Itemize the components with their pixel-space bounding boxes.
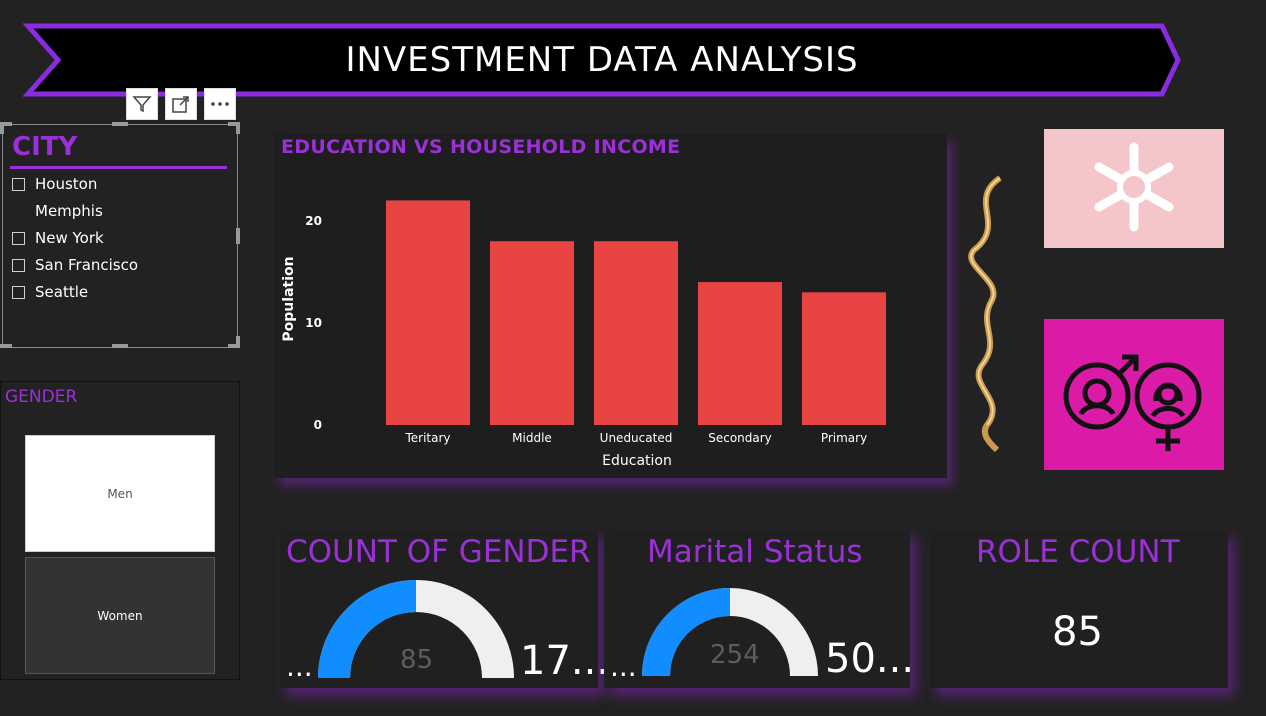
marital-status-max: 50... [825, 636, 915, 682]
count-of-gender-value: 85 [400, 645, 434, 675]
gender-symbols-image [1044, 319, 1224, 470]
y-tick-label: 20 [305, 214, 322, 228]
resize-handle[interactable] [236, 336, 240, 348]
resize-handle[interactable] [0, 122, 12, 126]
focus-mode-button[interactable] [165, 88, 197, 120]
resize-handle[interactable] [236, 122, 240, 134]
bar-chart-plot: Teritary Middle Uneducated Secondary Primary… [281, 200, 886, 469]
more-options-button[interactable] [204, 88, 236, 120]
header-banner: INVESTMENT DATA ANALYSIS [22, 22, 1182, 98]
resize-handle[interactable] [0, 344, 12, 348]
marital-status-value: 254 [710, 640, 760, 670]
x-axis-label: Education [602, 453, 672, 469]
gold-ribbon-image [968, 175, 1002, 452]
city-item-seattle[interactable]: Seattle [12, 281, 88, 303]
checkbox[interactable] [12, 205, 25, 218]
role-count-value: 85 [1052, 609, 1103, 655]
gender-option-label: Women [97, 608, 143, 623]
gender-option-women[interactable]: Women [25, 557, 215, 674]
checkbox[interactable] [12, 258, 25, 272]
bar-secondary[interactable] [698, 282, 782, 425]
city-label: New York [35, 229, 104, 247]
checkbox[interactable] [12, 231, 25, 245]
gender-option-label: Men [107, 486, 133, 501]
page-title: INVESTMENT DATA ANALYSIS [345, 40, 859, 80]
city-label: Seattle [35, 283, 89, 301]
x-tick-label: Teritary [404, 431, 450, 445]
y-tick-label: 10 [305, 316, 322, 330]
x-tick-label: Primary [821, 431, 867, 445]
role-count-card [930, 530, 1228, 688]
marital-status-gauge [642, 588, 818, 676]
filter-button[interactable] [126, 88, 158, 120]
resize-handle[interactable] [0, 122, 4, 134]
more-options-icon [211, 102, 229, 106]
checkbox[interactable] [12, 285, 25, 299]
city-label: Memphis [35, 202, 103, 220]
marital-status-title: Marital Status [647, 534, 863, 570]
resize-handle[interactable] [112, 122, 128, 126]
focus-mode-icon [172, 96, 189, 113]
city-label: San Francisco [35, 256, 139, 274]
bar-middle[interactable] [490, 241, 574, 425]
bar-uneducated[interactable] [594, 241, 678, 425]
gender-slicer-title: GENDER [5, 387, 78, 407]
marital-status-min: ... [610, 650, 637, 683]
y-tick-label: 0 [314, 418, 322, 432]
resize-handle[interactable] [112, 344, 128, 348]
city-item-memphis[interactable]: Memphis [12, 200, 103, 222]
bar-primary[interactable] [802, 292, 886, 425]
resize-handle[interactable] [228, 122, 240, 126]
count-of-gender-max: 17... [520, 638, 610, 684]
gender-option-men[interactable]: Men [25, 435, 215, 552]
resize-handle[interactable] [236, 228, 240, 244]
snowflake-icon [1094, 142, 1174, 232]
city-item-san-francisco[interactable]: San Francisco [12, 254, 138, 276]
filter-icon [132, 96, 152, 113]
banner-arrow-shape [22, 23, 1181, 97]
city-item-houston[interactable]: Houston [12, 173, 97, 195]
chart-title: EDUCATION VS HOUSEHOLD INCOME [281, 136, 681, 158]
count-of-gender-min: ... [286, 650, 313, 683]
y-axis-label: Population [281, 256, 297, 341]
x-tick-label: Secondary [708, 431, 772, 445]
snowflake-image [1044, 129, 1224, 248]
city-title-underline [10, 166, 227, 169]
x-tick-label: Middle [512, 431, 552, 445]
male-female-icon [1063, 354, 1202, 451]
city-label: Houston [35, 175, 98, 193]
resize-handle[interactable] [228, 344, 240, 348]
role-count-title: ROLE COUNT [976, 534, 1180, 570]
city-item-new-york[interactable]: New York [12, 227, 104, 249]
x-tick-label: Uneducated [600, 431, 673, 445]
count-of-gender-gauge [318, 580, 514, 678]
bar-teritary[interactable] [386, 200, 470, 425]
city-slicer-title: CITY [12, 132, 78, 162]
checkbox[interactable] [12, 177, 25, 191]
count-of-gender-title: COUNT OF GENDER [286, 534, 591, 570]
